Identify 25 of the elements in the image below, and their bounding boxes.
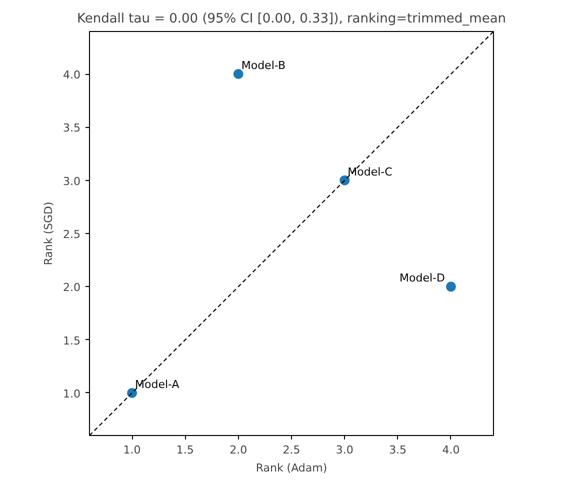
- y-tick-label: 3.5: [63, 122, 81, 135]
- x-tick-label: 3.0: [336, 444, 354, 456]
- x-tick-label: 2.0: [230, 444, 248, 456]
- y-tick-label: 2.5: [63, 228, 81, 241]
- y-tick-label: 1.0: [63, 387, 81, 400]
- y-tick-label: 3.0: [63, 174, 81, 188]
- x-tick-label: 3.5: [389, 444, 407, 456]
- y-tick-label: 2.0: [63, 281, 81, 294]
- y-tick-label: 1.5: [63, 334, 81, 348]
- point: [446, 282, 456, 292]
- y-axis-title: Rank (SGD): [42, 202, 56, 266]
- x-axis-title: Rank (Adam): [256, 462, 328, 474]
- chart-title: Kendall tau = 0.00 (95% CI [0.00, 0.33]), ranking=trimmed_mean: [76, 12, 506, 26]
- y-tick-label: 4.0: [63, 68, 81, 82]
- annotation: Model-C: [348, 165, 393, 178]
- annotation: Model-A: [135, 378, 180, 391]
- x-tick-label: 1.5: [176, 444, 194, 456]
- x-tick-label: 4.0: [442, 444, 460, 456]
- annotation: Model-D: [400, 272, 445, 285]
- annotation: Model-B: [241, 59, 286, 72]
- point: [233, 69, 244, 80]
- x-tick-label: 1.0: [123, 444, 141, 456]
- x-tick-label: 2.5: [282, 444, 300, 456]
- point: [340, 175, 350, 186]
- point: [127, 388, 138, 398]
